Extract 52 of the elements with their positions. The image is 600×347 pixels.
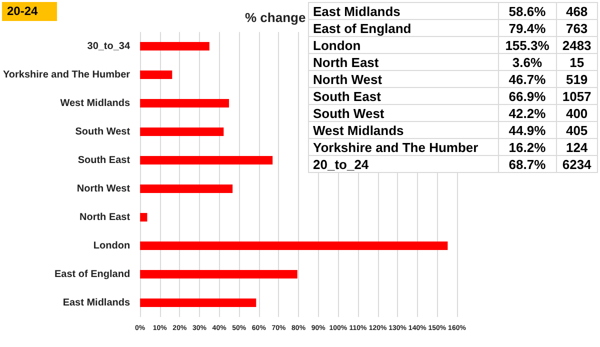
- bar: [140, 127, 224, 136]
- category-label: North West: [308, 70, 498, 88]
- y-tick-label: 30_to_34: [87, 40, 130, 52]
- category-label: East of England: [308, 20, 498, 36]
- text: 20-24: [2, 2, 57, 21]
- bar: [140, 70, 172, 80]
- category-label: South East: [308, 88, 498, 104]
- data-label: 468: [556, 2, 598, 20]
- category-label: West Midlands: [308, 122, 498, 138]
- bar: [140, 212, 148, 222]
- bar: [140, 156, 273, 165]
- chart-title: % change: [245, 10, 306, 25]
- data-label: 44.9%: [498, 122, 556, 138]
- data-label: 763: [556, 20, 598, 36]
- data-label: 6234: [556, 156, 598, 172]
- data-label: 16.2%: [498, 138, 556, 156]
- y-tick-label: Yorkshire and The Humber: [2, 69, 130, 80]
- category-label: 20_to_24: [308, 156, 498, 172]
- data-label: 58.6%: [498, 2, 556, 20]
- data-label: 124: [556, 138, 598, 156]
- data-label: 79.4%: [498, 20, 556, 36]
- bar: [140, 184, 233, 194]
- y-tick-label: South East: [78, 154, 131, 166]
- data-label: 42.2%: [498, 104, 556, 122]
- data-label: 405: [556, 122, 598, 138]
- y-tick-label: North East: [80, 212, 131, 223]
- data-label: 400: [556, 104, 598, 122]
- y-tick-label: North West: [76, 183, 131, 194]
- data-label: 68.7%: [498, 156, 556, 172]
- category-label: London: [308, 36, 498, 54]
- y-tick-label: London: [93, 240, 130, 252]
- y-tick-label: West Midlands: [60, 98, 130, 109]
- y-tick-label: East of England: [54, 268, 130, 280]
- data-label: 1057: [556, 88, 598, 104]
- y-tick-label: East Midlands: [62, 297, 130, 308]
- data-label: 66.9%: [498, 88, 556, 104]
- bar: [140, 270, 298, 279]
- data-label: 519: [556, 70, 598, 88]
- bar: [140, 298, 256, 308]
- bar: [140, 42, 210, 51]
- bar: [140, 241, 448, 250]
- data-label: 15: [556, 54, 598, 70]
- data-label: 2483: [556, 36, 598, 54]
- data-label: 3.6%: [498, 54, 556, 70]
- bar: [140, 98, 230, 108]
- data-label: 46.7%: [498, 70, 556, 88]
- category-label: East Midlands: [308, 2, 498, 20]
- category-label: North East: [308, 54, 498, 70]
- data-label: 155.3%: [498, 36, 556, 54]
- category-label: South West: [308, 104, 498, 122]
- category-label: Yorkshire and The Humber: [308, 138, 498, 156]
- y-tick-label: South West: [75, 126, 131, 138]
